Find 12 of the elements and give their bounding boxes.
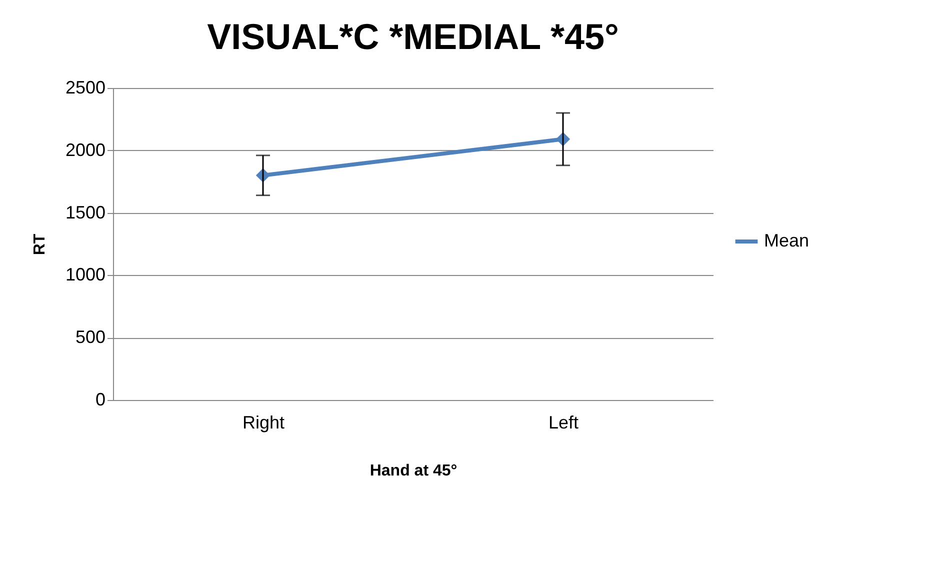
chart-title: VISUAL*C *MEDIAL *45° — [207, 16, 619, 57]
y-tick-label: 2000 — [65, 140, 106, 160]
y-tick-label: 2500 — [65, 78, 106, 98]
x-tick-label: Left — [548, 412, 579, 432]
legend-label: Mean — [764, 230, 810, 250]
x-tick-label: Right — [242, 412, 285, 432]
x-axis-title: Hand at 45° — [370, 462, 458, 480]
y-tick-label: 1500 — [65, 202, 106, 222]
y-tick-label: 500 — [75, 327, 106, 348]
y-tick-label: 0 — [95, 390, 106, 410]
y-axis-title: RT — [31, 234, 48, 256]
y-tick-label: 1000 — [65, 264, 106, 285]
